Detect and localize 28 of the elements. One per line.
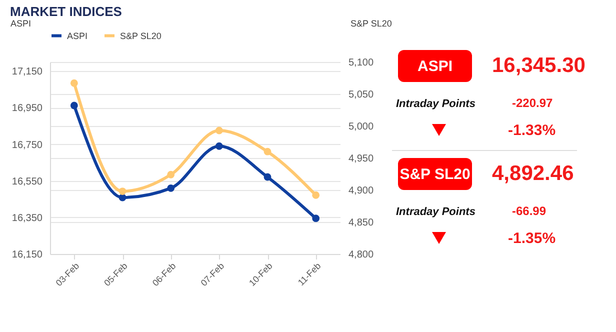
text: S&P SL20: [398, 158, 472, 190]
y-tick-label: 16,550: [12, 176, 43, 188]
legend-label: S&P SL20: [120, 30, 162, 41]
text: ASPI: [398, 50, 472, 82]
y-tick-label: 17,150: [12, 66, 43, 78]
y2-tick-label: 5,100: [348, 58, 374, 68]
text: -1.35%: [508, 230, 556, 247]
y-axis-title: ASPI: [10, 18, 32, 28]
text: -1.33%: [508, 122, 556, 139]
legend-label: ASPI: [67, 30, 88, 41]
y2-tick-label: 4,800: [348, 250, 374, 260]
text: -220.97: [512, 96, 553, 110]
text: -66.99: [512, 204, 546, 218]
y-tick-label: 16,950: [12, 103, 43, 114]
text: Intraday Points: [396, 98, 476, 110]
text: 16,345.30: [492, 54, 586, 78]
y2-tick-label: 4,850: [348, 218, 374, 228]
y2-tick-label: 4,900: [348, 186, 374, 196]
y-tick-label: 16,750: [12, 140, 43, 151]
y2-tick-label: 4,950: [348, 154, 374, 164]
y2-tick-label: 5,050: [348, 90, 374, 100]
y-tick-label: 16,350: [12, 212, 43, 224]
y2-tick-label: 5,000: [348, 122, 374, 132]
y-tick-label: 16,150: [12, 250, 43, 260]
text: 4,892.46: [492, 162, 574, 186]
text: Intraday Points: [396, 206, 476, 218]
chart-title: MARKET INDICES: [10, 4, 122, 19]
y2-axis-title: S&P SL20: [350, 18, 392, 28]
